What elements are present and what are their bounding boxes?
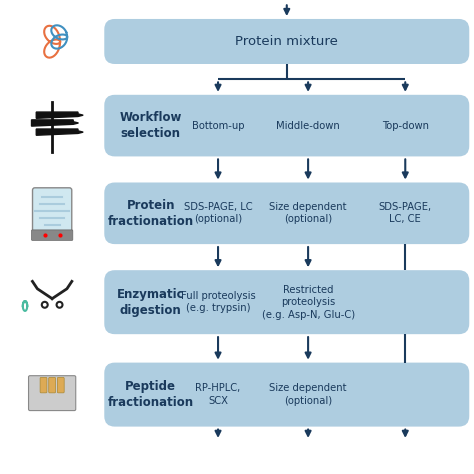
Text: Size dependent
(optional): Size dependent (optional) bbox=[269, 202, 347, 225]
Text: Bottom-up: Bottom-up bbox=[192, 120, 244, 131]
FancyBboxPatch shape bbox=[57, 377, 64, 393]
Text: Full proteolysis
(e.g. trypsin): Full proteolysis (e.g. trypsin) bbox=[181, 291, 255, 313]
FancyBboxPatch shape bbox=[33, 188, 72, 232]
Polygon shape bbox=[36, 112, 83, 118]
Text: Top-down: Top-down bbox=[382, 120, 429, 131]
Text: RP-HPLC,
SCX: RP-HPLC, SCX bbox=[195, 383, 241, 406]
FancyBboxPatch shape bbox=[104, 182, 469, 244]
FancyBboxPatch shape bbox=[104, 363, 469, 427]
Polygon shape bbox=[36, 129, 83, 135]
Text: SDS-PAGE, LC
(optional): SDS-PAGE, LC (optional) bbox=[184, 202, 252, 225]
FancyBboxPatch shape bbox=[28, 376, 76, 410]
FancyBboxPatch shape bbox=[104, 95, 469, 156]
Text: Protein mixture: Protein mixture bbox=[235, 35, 338, 48]
Text: Middle-down: Middle-down bbox=[276, 120, 340, 131]
Text: Peptide
fractionation: Peptide fractionation bbox=[108, 380, 194, 409]
Text: Enzymatic
digestion: Enzymatic digestion bbox=[117, 288, 184, 317]
FancyBboxPatch shape bbox=[31, 230, 73, 240]
Text: Protein
fractionation: Protein fractionation bbox=[108, 199, 194, 228]
Text: Size dependent
(optional): Size dependent (optional) bbox=[269, 383, 347, 406]
Text: Workflow
selection: Workflow selection bbox=[119, 111, 182, 140]
Polygon shape bbox=[31, 120, 78, 126]
FancyBboxPatch shape bbox=[104, 270, 469, 334]
Text: Restricted
proteolysis
(e.g. Asp-N, Glu-C): Restricted proteolysis (e.g. Asp-N, Glu-… bbox=[262, 285, 355, 319]
FancyBboxPatch shape bbox=[49, 377, 55, 393]
Text: SDS-PAGE,
LC, CE: SDS-PAGE, LC, CE bbox=[379, 202, 432, 225]
FancyBboxPatch shape bbox=[40, 377, 47, 393]
FancyBboxPatch shape bbox=[104, 19, 469, 64]
